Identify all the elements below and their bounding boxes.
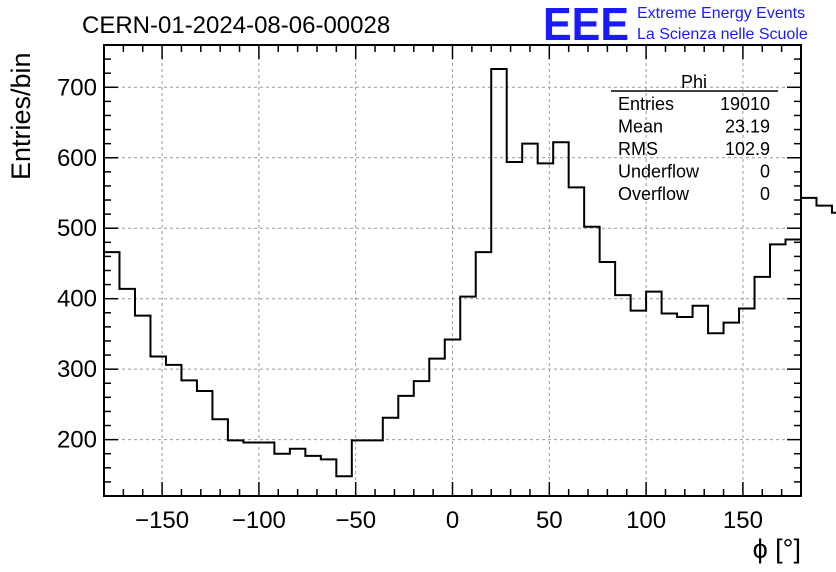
histogram-bin xyxy=(398,396,413,496)
logo-line-2: La Scienza nelle Scuole xyxy=(637,26,808,43)
histogram-bin xyxy=(491,69,506,496)
stats-row-value: 102.9 xyxy=(725,139,770,159)
histogram-bin xyxy=(786,239,801,496)
eee-logo-mark: EEE xyxy=(543,0,629,50)
y-tick-label: 300 xyxy=(57,356,97,383)
stats-row-label: Overflow xyxy=(618,184,690,204)
histogram-bin xyxy=(816,206,831,496)
axis-ticks xyxy=(103,44,802,496)
histogram-bin xyxy=(569,187,584,496)
histogram-bin xyxy=(445,340,460,496)
stats-row-label: Entries xyxy=(618,94,674,114)
histogram-bin xyxy=(522,144,537,496)
histogram-bin xyxy=(755,277,770,496)
histogram-bin xyxy=(677,317,692,496)
histogram-bin xyxy=(429,359,444,496)
y-tick-label: 600 xyxy=(57,145,97,172)
histogram-bin xyxy=(460,297,475,496)
histogram-bin xyxy=(228,440,243,496)
x-tick-label: 0 xyxy=(446,507,459,534)
histogram-bin xyxy=(801,198,816,496)
y-tick-label: 700 xyxy=(57,74,97,101)
histogram-bin xyxy=(150,356,165,496)
histogram-series xyxy=(104,67,836,496)
histogram-bin xyxy=(631,311,646,496)
histogram-bin xyxy=(832,213,836,496)
x-tick-label: −150 xyxy=(135,507,189,534)
y-tick-label: 200 xyxy=(57,427,97,454)
histogram-bin xyxy=(135,316,150,496)
x-tick-label: 50 xyxy=(536,507,563,534)
histogram-bin xyxy=(367,440,382,496)
histogram-bin xyxy=(197,391,212,496)
histogram-bin xyxy=(259,442,274,496)
y-tick-labels: 200 300 400 500 600 700 xyxy=(57,74,97,453)
histogram-bin xyxy=(243,442,258,496)
chart-title: CERN-01-2024-08-06-00028 xyxy=(82,12,390,39)
logo-line-1: Extreme Energy Events xyxy=(637,5,805,22)
stats-row-value: 0 xyxy=(760,184,770,204)
histogram-bin xyxy=(770,244,785,496)
stats-title: Phi xyxy=(681,72,707,92)
y-tick-label: 400 xyxy=(57,286,97,313)
x-tick-label: 150 xyxy=(723,507,763,534)
histogram-bin xyxy=(274,454,289,496)
stats-row-label: RMS xyxy=(618,139,658,159)
grid-lines xyxy=(104,45,801,496)
histogram-bin xyxy=(290,449,305,496)
x-tick-label: −50 xyxy=(335,507,376,534)
x-tick-label: 100 xyxy=(626,507,666,534)
histogram-bin xyxy=(104,252,119,496)
histogram-bin xyxy=(321,459,336,496)
x-tick-labels: −150 −100 −50 0 50 100 150 xyxy=(135,507,763,534)
y-axis-label: Entries/bin xyxy=(6,52,36,180)
histogram-bin xyxy=(615,295,630,496)
x-axis-label: ϕ [°] xyxy=(753,534,801,564)
histogram-bin xyxy=(646,292,661,496)
stats-row-label: Mean xyxy=(618,117,663,137)
histogram-bin xyxy=(336,476,351,496)
histogram-bin xyxy=(584,227,599,496)
stats-row-label: Underflow xyxy=(618,162,700,182)
stats-row-value: 0 xyxy=(760,162,770,182)
histogram-bin xyxy=(739,309,754,496)
histogram-bin xyxy=(383,418,398,496)
histogram-bin xyxy=(693,306,708,496)
histogram-bin xyxy=(352,440,367,496)
histogram-bin xyxy=(538,163,553,496)
histogram-bin xyxy=(305,456,320,496)
stats-row-value: 19010 xyxy=(720,94,770,114)
histogram-bin xyxy=(553,142,568,496)
stats-rows: Entries 19010 Mean 23.19 RMS 102.9 Underflow 0 O… xyxy=(618,94,770,204)
stats-box: Phi Entries 19010 Mean 23.19 RMS 102.9 Underfl… xyxy=(611,72,778,204)
stats-row-value: 23.19 xyxy=(725,117,770,137)
histogram-bin xyxy=(600,262,615,496)
histogram-bin xyxy=(181,380,196,496)
histogram-bin xyxy=(724,323,739,496)
histogram-bin xyxy=(476,252,491,496)
histogram-bin xyxy=(119,289,134,496)
histogram-bin xyxy=(414,381,429,496)
histogram-bin xyxy=(708,333,723,496)
histogram-bin xyxy=(662,313,677,496)
y-tick-label: 500 xyxy=(57,215,97,242)
histogram-outline xyxy=(104,67,836,478)
histogram-bin xyxy=(166,365,181,496)
x-tick-label: −100 xyxy=(232,507,286,534)
histogram-bin xyxy=(507,162,522,496)
histogram-bin xyxy=(212,419,227,496)
